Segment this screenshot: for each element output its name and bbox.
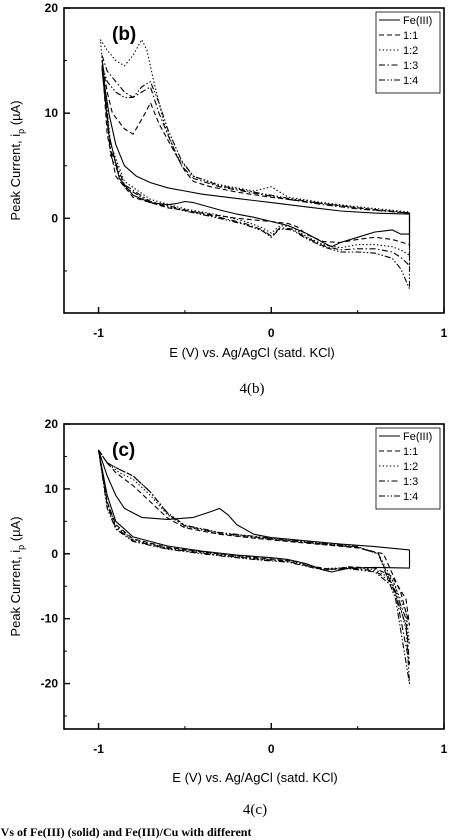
x-tick-label: -1 [93,326,104,340]
series-line [97,449,411,646]
x-tick-label: 0 [268,742,275,756]
series-line [101,68,411,248]
legend-label: 1:1 [403,446,418,458]
y-tick-label: -20 [41,677,59,691]
series-line [97,449,411,626]
x-tick-label: 0 [268,326,275,340]
legend-box [375,11,441,94]
figure-label: 4(b) [240,381,265,397]
plot-frame [63,7,445,314]
y-axis-label: Peak Current, ip (µA) [8,100,26,220]
series-line [99,39,411,256]
series-line [97,449,411,573]
legend-box [375,427,441,510]
panel-label: (b) [112,24,136,45]
panel-label: (c) [112,440,135,461]
x-axis-label: E (V) vs. Ag/AgCl (satd. KCl) [172,770,337,785]
legend-label: 1:4 [403,491,418,503]
legend-label: 1:1 [403,30,418,42]
x-tick-label: 1 [441,742,448,756]
y-axis-label: Peak Current, ip (µA) [8,516,26,636]
y-tick-label: 10 [45,106,59,120]
legend-label: 1:3 [403,476,418,488]
series-line [101,55,411,267]
legend-label: Fe(III) [403,431,432,443]
plot-frame [63,423,445,730]
y-tick-label: 20 [45,417,59,431]
y-tick-label: 10 [45,482,59,496]
y-tick-label: 0 [51,211,58,225]
y-tick-label: -10 [41,612,59,626]
legend-label: Fe(III) [403,15,432,27]
x-tick-label: 1 [441,326,448,340]
legend-label: 1:2 [403,45,418,57]
x-axis-label: E (V) vs. Ag/AgCl (satd. KCl) [169,345,334,360]
legend-label: 1:2 [403,461,418,473]
legend-label: 1:3 [403,60,418,72]
y-tick-label: 20 [45,1,59,15]
series-line [97,449,411,685]
figure-label: 4(c) [243,802,267,818]
x-tick-label: -1 [93,742,104,756]
legend-label: 1:4 [403,75,418,87]
figure-caption: CVs of Fe(III) (solid) and Fe(III)/Cu wi… [0,825,251,839]
series-line [101,65,411,290]
y-tick-label: 0 [51,547,58,561]
